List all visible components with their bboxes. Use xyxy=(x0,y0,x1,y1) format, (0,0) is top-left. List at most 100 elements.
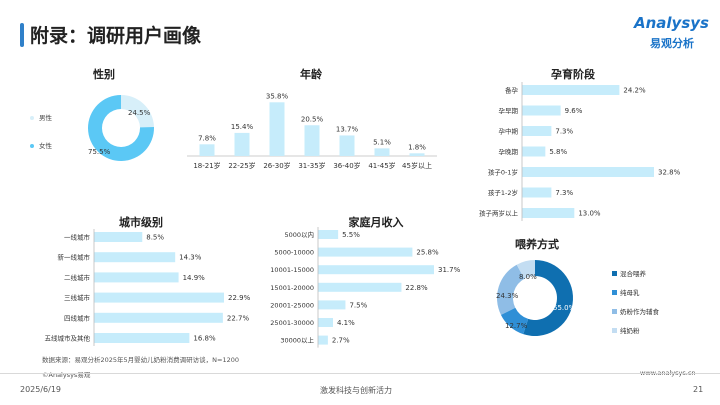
bar xyxy=(234,132,250,156)
slice-label: 55.0% xyxy=(553,304,576,312)
data-label: 22.9% xyxy=(228,294,251,302)
data-label: 14.3% xyxy=(179,254,202,262)
legend-label: 纯母乳 xyxy=(620,288,640,297)
data-label: 16.8% xyxy=(193,335,216,343)
donut-slice-3 xyxy=(516,260,535,279)
tick-label: 5000-10000 xyxy=(274,249,314,257)
bar xyxy=(522,146,546,157)
tick-label: 一线城市 xyxy=(64,233,91,242)
tick-label: 18-21岁 xyxy=(193,161,220,170)
slice-label: 75.5% xyxy=(88,148,111,156)
city-chart-title: 城市级别 xyxy=(119,216,163,229)
tick-label: 20001-25000 xyxy=(270,301,314,309)
legend-swatch xyxy=(612,290,617,295)
data-label: 4.1% xyxy=(337,319,355,327)
legend-swatch xyxy=(30,144,34,148)
bar xyxy=(522,187,552,198)
bar xyxy=(304,125,320,156)
tick-label: 22-25岁 xyxy=(228,161,255,170)
bar xyxy=(94,232,143,242)
bar xyxy=(94,292,224,303)
tick-label: 36-40岁 xyxy=(333,161,360,170)
title-accent-bar xyxy=(20,23,24,47)
footer-slogan: 激发科技与创新活力 xyxy=(320,386,392,395)
data-label: 9.6% xyxy=(565,107,583,115)
bar xyxy=(94,312,223,323)
bar xyxy=(94,252,176,263)
data-label: 20.5% xyxy=(301,115,324,123)
tick-label: 二线城市 xyxy=(64,273,91,282)
slice-label: 24.5% xyxy=(128,109,151,117)
income-chart-title: 家庭月收入 xyxy=(348,216,404,229)
bar xyxy=(522,167,654,177)
data-label: 22.7% xyxy=(227,314,250,322)
bar xyxy=(318,247,413,257)
data-label: 8.5% xyxy=(146,234,164,242)
page-number: 21 xyxy=(693,385,704,394)
bar xyxy=(522,126,552,136)
data-label: 32.8% xyxy=(658,169,681,177)
data-label: 5.5% xyxy=(342,231,360,239)
tick-label: 孩子1-2岁 xyxy=(488,188,518,197)
tick-label: 31-35岁 xyxy=(298,161,325,170)
data-label: 13.7% xyxy=(336,125,359,133)
data-label: 5.8% xyxy=(549,148,567,156)
bar xyxy=(318,335,328,345)
slice-label: 12.7% xyxy=(505,322,528,330)
donut-slice-0 xyxy=(121,95,154,128)
data-label: 25.8% xyxy=(416,249,439,257)
donut-slice-2 xyxy=(497,264,525,315)
bar xyxy=(94,333,190,343)
tick-label: 45岁以上 xyxy=(402,161,432,170)
logo-text: Analysys xyxy=(634,14,709,32)
bar xyxy=(94,272,179,283)
data-label: 22.8% xyxy=(405,284,428,292)
tick-label: 孕早期 xyxy=(499,107,519,115)
logo-subtext: 易观分析 xyxy=(650,37,694,50)
data-label: 31.7% xyxy=(438,266,461,274)
pregnancy-chart-title: 孕育阶段 xyxy=(551,68,595,81)
age-chart-title: 年龄 xyxy=(300,68,322,81)
bar xyxy=(269,102,285,156)
tick-label: 孕晚期 xyxy=(499,147,519,156)
bar xyxy=(374,148,390,156)
tick-label: 10001-15000 xyxy=(270,266,314,274)
data-label: 7.8% xyxy=(198,134,216,142)
legend-swatch xyxy=(30,116,34,120)
legend-label: 男性 xyxy=(39,113,53,122)
source-note: 数据来源：易观分析2025年5月婴幼儿奶粉消费调研访谈，N=1200 xyxy=(42,356,240,364)
tick-label: 25001-30000 xyxy=(270,319,314,327)
page-title: 附录：调研用户画像 xyxy=(30,25,202,47)
income-bar-chart: 5000以内 5.5% 5000-10000 25.8% 10001-15000 31.7… xyxy=(270,227,461,348)
bar xyxy=(318,282,402,292)
data-label: 2.7% xyxy=(332,337,350,345)
tick-label: 26-30岁 xyxy=(263,161,290,170)
tick-label: 15001-20000 xyxy=(270,284,314,292)
data-label: 35.8% xyxy=(266,92,289,100)
legend-swatch xyxy=(612,328,617,333)
tick-label: 四线城市 xyxy=(64,313,91,322)
donut-slice-1 xyxy=(500,307,529,335)
city-bar-chart: 一线城市 8.5% 新一线城市 14.3% 二线城市 14.9% 三线城市 22.9% 四线城市… xyxy=(45,229,251,346)
bar xyxy=(339,135,355,156)
slice-label: 8.0% xyxy=(519,273,537,281)
data-label: 15.4% xyxy=(231,123,254,131)
data-label: 13.0% xyxy=(578,210,601,218)
legend-swatch xyxy=(612,309,617,314)
legend-swatch xyxy=(612,271,617,276)
tick-label: 孩子0-1岁 xyxy=(488,168,518,177)
copyright: ©Analysys易观 xyxy=(42,371,91,379)
legend-label: 纯奶粉 xyxy=(620,326,640,335)
bar xyxy=(409,153,425,156)
tick-label: 30000以上 xyxy=(280,336,314,345)
tick-label: 三线城市 xyxy=(64,293,91,302)
tick-label: 孩子两岁以上 xyxy=(479,209,519,218)
bar xyxy=(522,105,561,116)
tick-label: 五线城市及其他 xyxy=(45,334,91,343)
gender-chart-title: 性别 xyxy=(93,68,115,81)
tick-label: 备孕 xyxy=(505,86,519,95)
analysys-logo: Analysys 易观分析 xyxy=(628,14,710,54)
legend-label: 混合喂养 xyxy=(620,269,647,278)
